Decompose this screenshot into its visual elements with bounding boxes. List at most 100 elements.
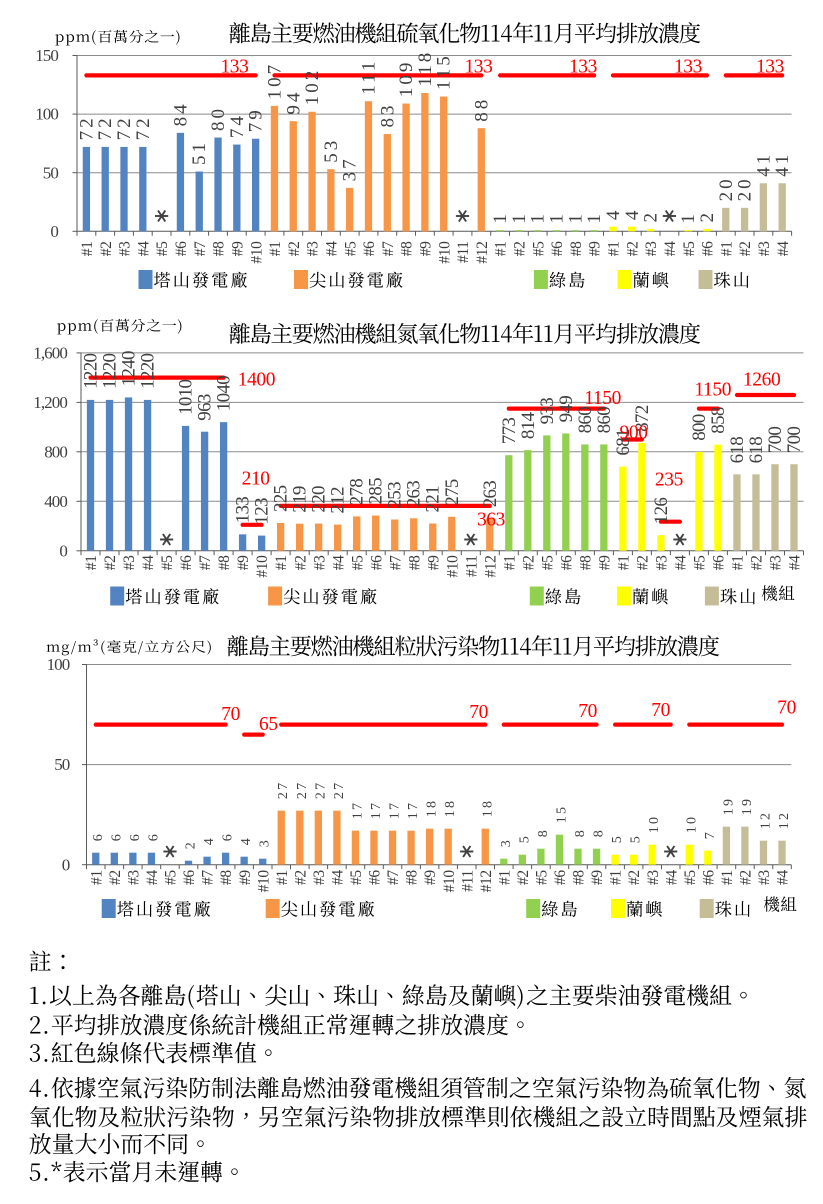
svg-text:37: 37 bbox=[340, 156, 361, 181]
svg-text:#3: #3 bbox=[756, 870, 773, 885]
svg-text:#1: #1 bbox=[718, 242, 735, 257]
svg-text:#2: #2 bbox=[512, 242, 529, 257]
svg-text:118: 118 bbox=[415, 50, 436, 87]
svg-text:#10: #10 bbox=[254, 555, 271, 578]
svg-text:6: 6 bbox=[91, 832, 106, 841]
svg-text:20: 20 bbox=[716, 176, 737, 201]
svg-text:275: 275 bbox=[442, 479, 463, 506]
svg-text:225: 225 bbox=[271, 485, 292, 512]
svg-text:#1: #1 bbox=[88, 870, 105, 885]
svg-text:2: 2 bbox=[641, 210, 662, 223]
svg-text:8: 8 bbox=[536, 828, 551, 837]
svg-text:133: 133 bbox=[674, 56, 702, 77]
svg-text:#2: #2 bbox=[520, 556, 537, 571]
svg-text:84: 84 bbox=[170, 101, 191, 126]
svg-text:0: 0 bbox=[62, 855, 70, 874]
svg-text:#9: #9 bbox=[237, 870, 254, 885]
svg-text:#2: #2 bbox=[737, 242, 754, 257]
svg-text:#10: #10 bbox=[255, 870, 272, 893]
svg-text:#1: #1 bbox=[719, 870, 736, 885]
svg-text:12: 12 bbox=[759, 811, 774, 829]
svg-text:#4: #4 bbox=[144, 870, 161, 885]
svg-text:51: 51 bbox=[189, 140, 210, 165]
svg-text:27: 27 bbox=[313, 781, 328, 799]
svg-text:#6: #6 bbox=[173, 241, 190, 256]
svg-text:123: 123 bbox=[252, 498, 273, 525]
svg-text:#2: #2 bbox=[102, 556, 119, 571]
svg-text:79: 79 bbox=[246, 107, 267, 132]
svg-text:65: 65 bbox=[259, 714, 278, 735]
svg-text:6: 6 bbox=[146, 832, 161, 841]
svg-text:#5: #5 bbox=[154, 241, 171, 256]
svg-text:18: 18 bbox=[480, 799, 495, 817]
svg-text:#10: #10 bbox=[441, 870, 458, 893]
svg-text:#7: #7 bbox=[385, 870, 402, 885]
svg-text:1: 1 bbox=[678, 211, 699, 224]
svg-text:#2: #2 bbox=[635, 556, 652, 571]
svg-text:53: 53 bbox=[321, 138, 342, 163]
svg-text:1: 1 bbox=[565, 211, 586, 224]
svg-text:#1: #1 bbox=[608, 870, 625, 885]
svg-text:27: 27 bbox=[295, 781, 310, 799]
svg-text:126: 126 bbox=[651, 498, 672, 525]
svg-text:#1: #1 bbox=[496, 870, 513, 885]
svg-text:#6: #6 bbox=[361, 241, 378, 256]
svg-text:0: 0 bbox=[50, 222, 58, 241]
svg-text:1,600: 1,600 bbox=[33, 344, 67, 363]
svg-text:900: 900 bbox=[620, 422, 648, 443]
svg-text:#5: #5 bbox=[530, 241, 547, 256]
svg-text:19: 19 bbox=[740, 797, 755, 815]
svg-text:#8: #8 bbox=[218, 870, 235, 885]
svg-text:1,200: 1,200 bbox=[33, 393, 67, 412]
svg-text:#6: #6 bbox=[368, 555, 385, 570]
svg-text:74: 74 bbox=[227, 113, 248, 138]
svg-text:#4: #4 bbox=[324, 241, 341, 256]
svg-text:70: 70 bbox=[651, 700, 670, 721]
svg-text:102: 102 bbox=[302, 68, 323, 106]
svg-text:4: 4 bbox=[603, 208, 624, 221]
svg-text:5: 5 bbox=[517, 834, 532, 843]
svg-text:#3: #3 bbox=[125, 870, 142, 885]
svg-text:#2: #2 bbox=[749, 556, 766, 571]
svg-text:#4: #4 bbox=[140, 555, 157, 570]
svg-text:773: 773 bbox=[499, 418, 520, 445]
svg-text:0: 0 bbox=[59, 541, 67, 560]
svg-text:#2: #2 bbox=[292, 870, 309, 885]
svg-text:963: 963 bbox=[195, 394, 216, 421]
svg-text:#6: #6 bbox=[367, 870, 384, 885]
svg-text:133: 133 bbox=[220, 56, 248, 77]
svg-text:#9: #9 bbox=[418, 241, 435, 256]
svg-text:220: 220 bbox=[309, 486, 330, 513]
svg-text:210: 210 bbox=[242, 469, 270, 490]
svg-text:6: 6 bbox=[128, 832, 143, 841]
svg-text:#3: #3 bbox=[643, 241, 660, 256]
svg-text:#8: #8 bbox=[568, 241, 585, 256]
svg-text:#1: #1 bbox=[730, 556, 747, 571]
svg-text:#12: #12 bbox=[474, 242, 491, 264]
svg-text:#2: #2 bbox=[515, 870, 532, 885]
svg-text:4: 4 bbox=[202, 836, 217, 845]
svg-text:#9: #9 bbox=[229, 241, 246, 256]
svg-text:#2: #2 bbox=[107, 870, 124, 885]
svg-text:#1: #1 bbox=[267, 242, 284, 257]
svg-text:872: 872 bbox=[632, 405, 653, 432]
svg-text:#8: #8 bbox=[216, 555, 233, 570]
svg-text:#2: #2 bbox=[738, 870, 755, 885]
svg-text:#6: #6 bbox=[178, 555, 195, 570]
svg-text:100: 100 bbox=[35, 105, 58, 124]
svg-text:#10: #10 bbox=[444, 555, 461, 578]
svg-text:72: 72 bbox=[76, 115, 97, 140]
svg-text:618: 618 bbox=[746, 437, 767, 464]
svg-text:6: 6 bbox=[221, 832, 236, 841]
svg-text:#3: #3 bbox=[117, 241, 134, 256]
svg-text:70: 70 bbox=[221, 704, 240, 725]
svg-text:1: 1 bbox=[547, 211, 568, 224]
svg-text:3: 3 bbox=[258, 838, 273, 847]
svg-text:17: 17 bbox=[388, 801, 403, 819]
svg-text:20: 20 bbox=[735, 176, 756, 201]
svg-text:7: 7 bbox=[703, 830, 718, 839]
svg-text:#8: #8 bbox=[577, 555, 594, 570]
svg-text:83: 83 bbox=[377, 103, 398, 128]
svg-text:#1: #1 bbox=[79, 242, 96, 257]
svg-text:#2: #2 bbox=[624, 242, 641, 257]
